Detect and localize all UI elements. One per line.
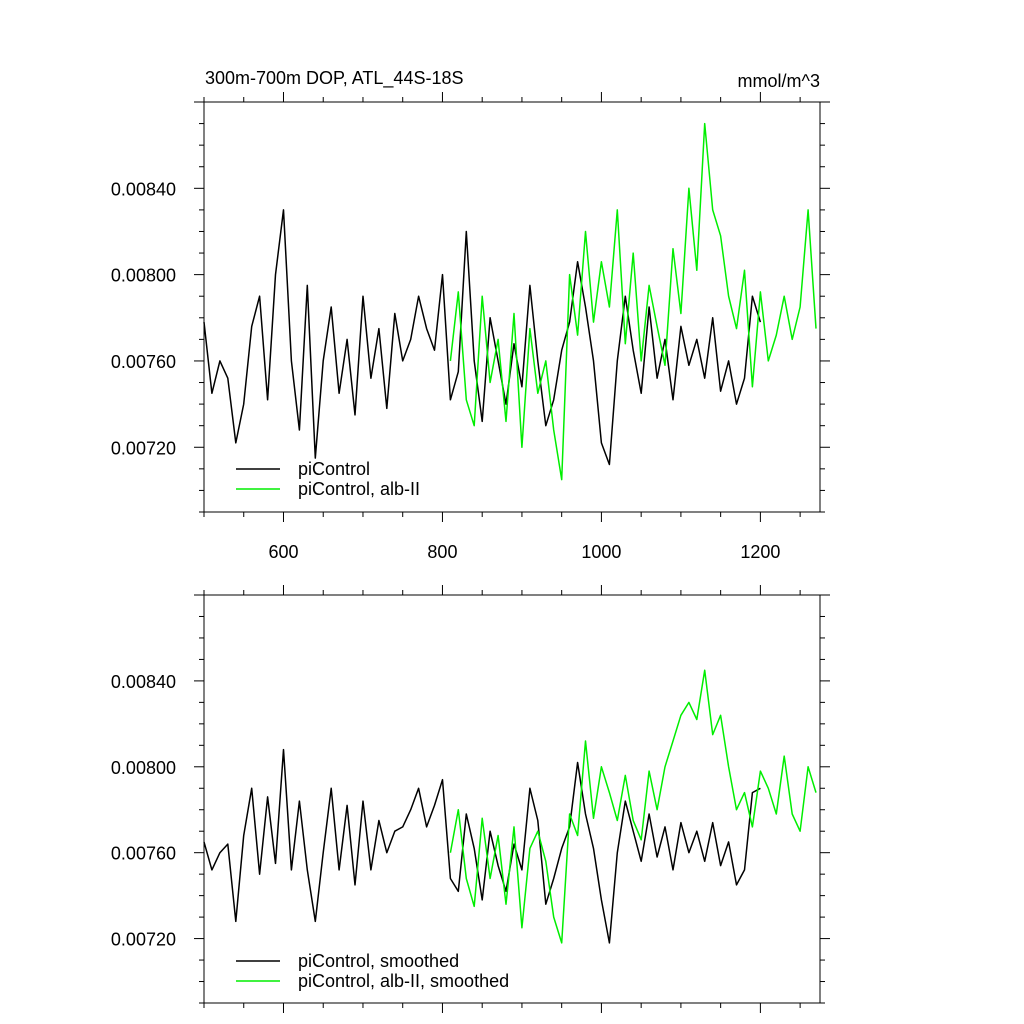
plot-frame	[203, 594, 821, 1004]
series-line-alb-ii	[449, 669, 817, 944]
chart-title-right: mmol/m^3	[738, 71, 820, 91]
y-tick-label: 0.00720	[111, 930, 176, 950]
x-tick-label: 1200	[740, 542, 780, 562]
y-tick-label: 0.00760	[111, 352, 176, 372]
series-line-picontrol	[203, 748, 761, 944]
y-tick-label: 0.00800	[111, 758, 176, 778]
bottom-panel: 0.00720 0.00760 0.00800 0.00840 piControl, s…	[111, 585, 830, 1013]
legend-label: piControl, alb-II, smoothed	[298, 971, 509, 991]
y-tick-label: 0.00840	[111, 672, 176, 692]
legend-label: piControl, alb-II	[298, 479, 420, 499]
x-tick-label: 800	[427, 542, 457, 562]
x-tick-label: 600	[268, 542, 298, 562]
top-panel: 600 800 1000 1200 0.00720 0.00760 0.00800 0.008…	[111, 92, 830, 562]
series-line-alb-ii	[449, 122, 817, 481]
y-tick-label: 0.00760	[111, 844, 176, 864]
x-tick-label: 1000	[581, 542, 621, 562]
y-tick-label: 0.00800	[111, 266, 176, 286]
y-tick-label: 0.00720	[111, 438, 176, 458]
legend-label: piControl, smoothed	[298, 951, 459, 971]
series-line-picontrol	[203, 209, 762, 466]
legend-label: piControl	[298, 459, 370, 479]
plot-frame	[203, 101, 821, 513]
chart-title-left: 300m-700m DOP, ATL_44S-18S	[205, 68, 463, 89]
y-tick-label: 0.00840	[111, 179, 176, 199]
